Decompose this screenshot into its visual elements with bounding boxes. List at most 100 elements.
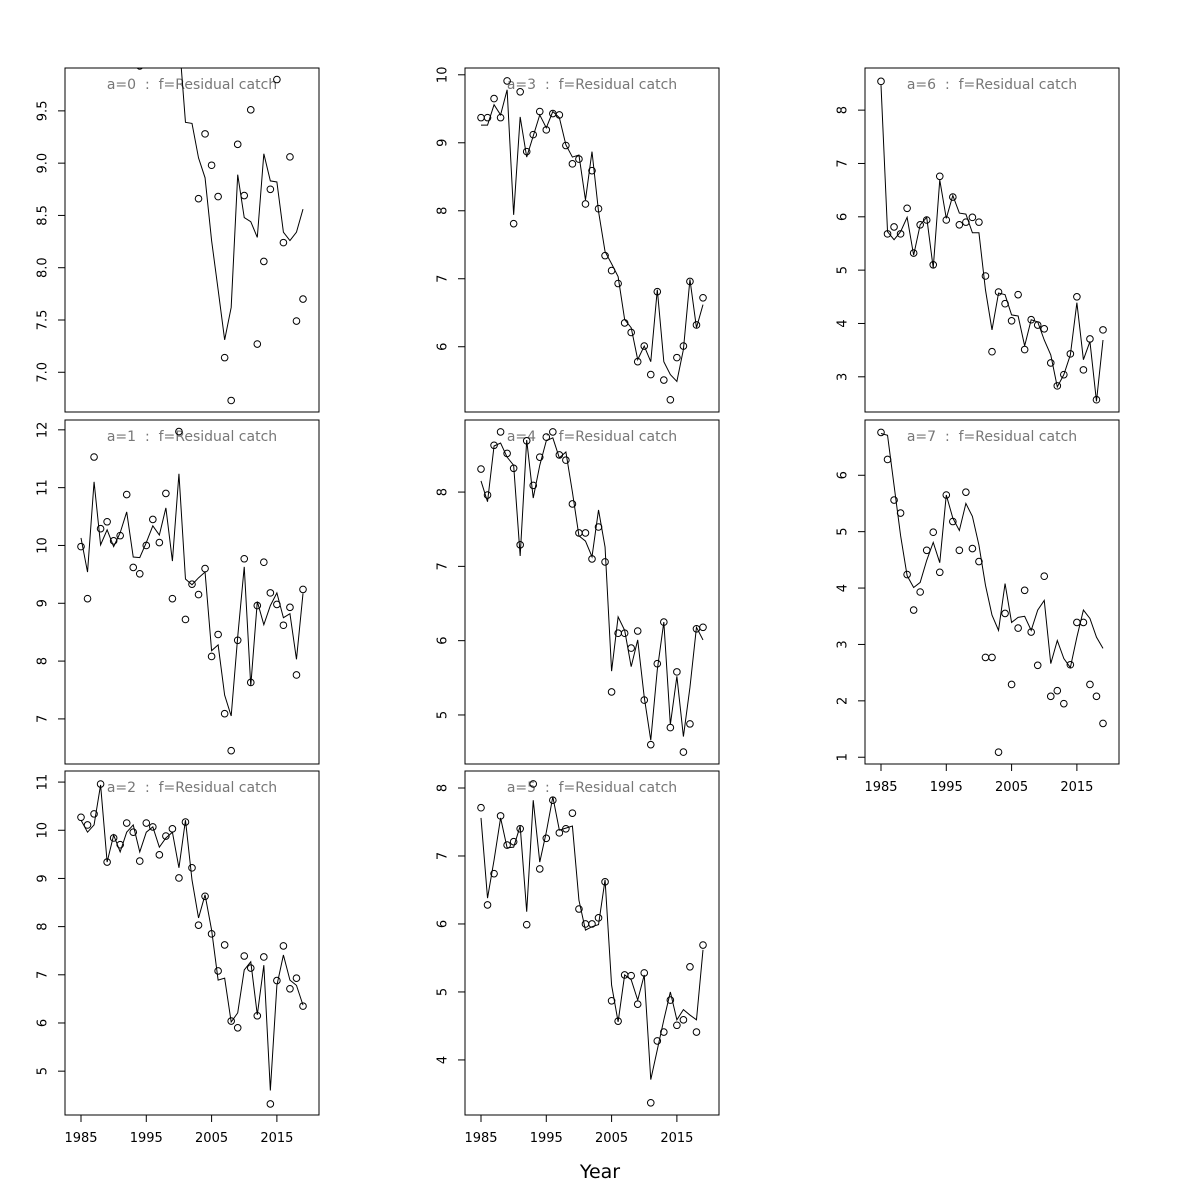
point xyxy=(1060,699,1068,708)
point xyxy=(949,193,957,201)
y-tick-label: 10 xyxy=(436,67,451,84)
x-axis-title: Year xyxy=(579,1161,620,1183)
x-tick-label: 2005 xyxy=(995,780,1028,795)
point xyxy=(503,841,511,849)
point xyxy=(646,740,655,749)
x-tick-label: 2005 xyxy=(595,1131,628,1146)
x-tick-label: 1985 xyxy=(864,780,897,795)
point xyxy=(699,941,707,949)
point xyxy=(1079,366,1088,374)
point xyxy=(699,293,707,302)
panel-title: a=7 : f=Residual catch xyxy=(907,429,1077,445)
x-tick-label: 1995 xyxy=(130,1131,163,1146)
y-tick-label: 9.5 xyxy=(36,101,51,122)
point xyxy=(227,1017,235,1025)
plot-frame xyxy=(464,419,720,765)
point xyxy=(96,524,105,533)
x-tick-label: 1995 xyxy=(930,780,963,795)
point xyxy=(614,1017,622,1025)
point xyxy=(955,546,964,555)
point xyxy=(1007,680,1016,689)
y-tick-label: 8 xyxy=(436,207,451,215)
plot-area xyxy=(77,780,307,1108)
point xyxy=(240,191,249,200)
y-tick-label: 3 xyxy=(836,373,851,381)
plot-area xyxy=(77,427,307,755)
point xyxy=(77,542,85,551)
point xyxy=(1027,315,1035,324)
point xyxy=(490,94,498,103)
point xyxy=(627,971,635,980)
point xyxy=(1040,325,1049,333)
point xyxy=(155,538,164,547)
point xyxy=(188,580,196,588)
y-tick-label: 11 xyxy=(36,479,51,496)
point xyxy=(103,517,111,526)
point xyxy=(194,194,203,203)
plot-area xyxy=(877,77,1107,404)
panel: a=6 : f=Residual catch 3 4 5 6 7 8 xyxy=(836,67,1120,413)
y-tick-label: 6 xyxy=(436,920,451,928)
panel-title: a=3 : f=Residual catch xyxy=(507,77,677,93)
point xyxy=(981,272,990,280)
point xyxy=(883,455,892,464)
panel: a=3 : f=Residual catch 6 7 8 9 10 xyxy=(436,67,720,413)
plot-area xyxy=(477,780,707,1107)
plot-frame xyxy=(64,67,320,413)
point xyxy=(1001,609,1009,618)
y-tick-label: 4 xyxy=(436,1056,451,1064)
y-tick-label: 3 xyxy=(836,640,851,648)
point xyxy=(496,428,505,436)
point xyxy=(477,113,485,122)
x-tick-label: 1985 xyxy=(464,1131,497,1146)
point xyxy=(503,77,511,85)
y-tick-label: 8 xyxy=(436,784,451,792)
panel: a=2 : f=Residual catch 5 6 7 8 9 10 11 1985 1995 2… xyxy=(36,770,320,1146)
point xyxy=(588,166,596,175)
point xyxy=(581,200,590,208)
point xyxy=(1099,326,1107,334)
point xyxy=(260,558,268,567)
point xyxy=(1086,335,1094,343)
point xyxy=(201,130,209,138)
point xyxy=(246,106,255,114)
point xyxy=(483,901,492,909)
y-tick-label: 8.5 xyxy=(36,205,51,226)
point xyxy=(194,590,203,599)
point xyxy=(1007,317,1016,325)
y-tick-label: 5 xyxy=(436,988,451,996)
point xyxy=(646,370,655,379)
point xyxy=(240,554,249,563)
y-tick-label: 7 xyxy=(436,852,451,860)
point xyxy=(273,75,281,84)
point xyxy=(142,819,151,827)
point xyxy=(1053,382,1062,390)
point xyxy=(562,456,570,464)
point xyxy=(299,1002,307,1010)
point xyxy=(181,615,190,624)
point xyxy=(601,558,609,566)
point xyxy=(962,488,970,496)
point xyxy=(136,68,143,70)
point xyxy=(1020,345,1029,354)
point xyxy=(679,748,688,756)
y-tick-label: 6 xyxy=(836,213,851,221)
point xyxy=(227,396,235,405)
point xyxy=(194,921,203,929)
point xyxy=(175,874,183,882)
panel: a=1 : f=Residual catch 7 8 9 10 11 12 xyxy=(36,419,320,765)
point xyxy=(909,606,918,614)
point xyxy=(286,603,294,612)
point xyxy=(122,819,131,827)
point xyxy=(877,77,885,86)
y-tick-label: 5 xyxy=(836,528,851,536)
point xyxy=(1092,395,1101,404)
point xyxy=(607,688,616,696)
point xyxy=(1060,370,1068,379)
plot-frame xyxy=(864,419,1120,765)
fitted-line xyxy=(180,68,304,340)
fitted-line xyxy=(80,473,304,717)
point xyxy=(168,594,177,603)
y-tick-label: 9 xyxy=(36,599,51,607)
point xyxy=(1073,293,1081,301)
